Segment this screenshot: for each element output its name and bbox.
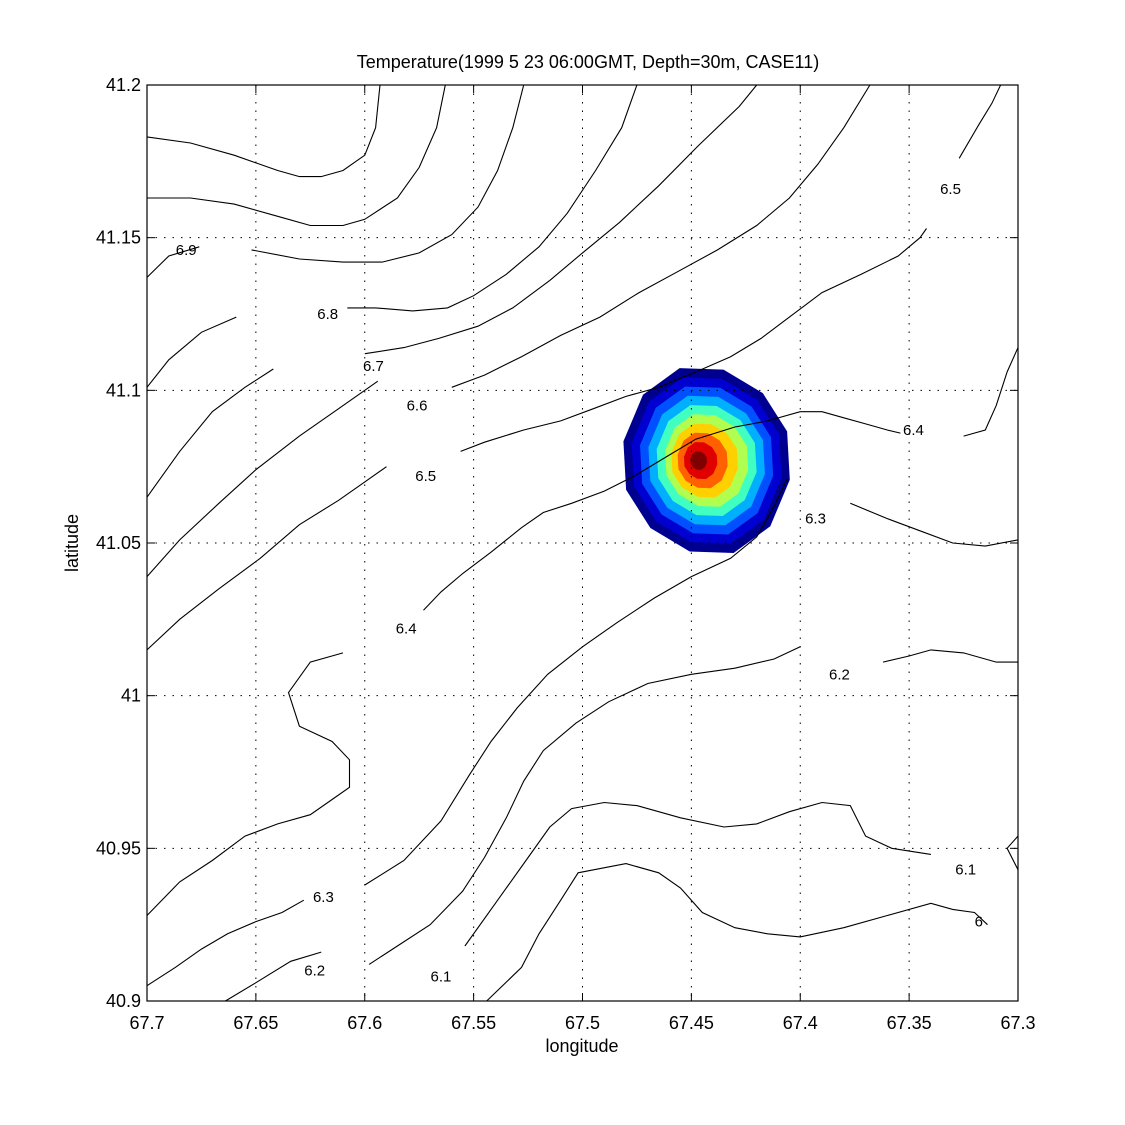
contour-line: [1006, 835, 1019, 870]
y-tick-label: 41.05: [96, 533, 141, 553]
contour-label: 6.5: [940, 181, 961, 198]
contour-line: [146, 466, 387, 651]
x-tick-label: 67.3: [1000, 1013, 1035, 1033]
contour-label: 6.9: [176, 242, 197, 259]
x-axis-label: longitude: [545, 1036, 618, 1056]
contour-line: [423, 411, 901, 611]
x-tick-label: 67.55: [451, 1013, 496, 1033]
contour-line: [464, 801, 931, 947]
contour-label: 6.5: [415, 468, 436, 485]
contour-line: [850, 502, 1019, 547]
contour-line: [251, 84, 525, 263]
contour-label: 6.6: [407, 398, 428, 415]
contour-line: [225, 951, 322, 1002]
x-tick-label: 67.5: [565, 1013, 600, 1033]
x-tick-label: 67.7: [129, 1013, 164, 1033]
contour-label: 6.4: [396, 620, 417, 637]
contour-label: 6.7: [363, 358, 384, 375]
grid: [147, 85, 1018, 1001]
contour-lines: [146, 84, 1019, 1002]
contour-line: [486, 863, 988, 1002]
contour-label: 6.2: [304, 962, 325, 979]
contour-labels: 6.9 6.8 6.7 6.6 6.5 6.5 6.4 6.4 6.3 6.3 6.2 6.2 6.1 6…: [176, 181, 983, 986]
contour-label: 6.3: [313, 889, 334, 906]
contour-line: [460, 228, 927, 452]
x-tick-label: 67.35: [887, 1013, 932, 1033]
contour-line: [958, 84, 1002, 159]
y-axis-ticks: 40.9 40.95 41 41.05 41.1 41.15 41.2: [96, 75, 1018, 1011]
x-axis-ticks: 67.7 67.65 67.6 67.55 67.5 67.45 67.4 67.35 67.3: [129, 85, 1036, 1033]
contour-line: [364, 478, 788, 886]
x-tick-label: 67.65: [233, 1013, 278, 1033]
y-tick-label: 40.95: [96, 838, 141, 858]
contour-line: [146, 368, 274, 498]
contour-label: 6.1: [431, 969, 452, 986]
contour-line: [146, 84, 381, 178]
contour-line: [364, 84, 758, 355]
y-axis-label: latitude: [62, 514, 82, 572]
x-tick-label: 67.4: [783, 1013, 818, 1033]
contour-line: [882, 649, 1018, 663]
contour-label: 6: [975, 914, 983, 931]
x-tick-label: 67.6: [347, 1013, 382, 1033]
y-tick-label: 40.9: [106, 991, 141, 1011]
contour-label: 6.4: [903, 422, 924, 439]
contour-line: [146, 899, 305, 987]
contour-line: [451, 84, 871, 388]
contour-label: 6.3: [805, 511, 826, 528]
contour-label: 6.2: [829, 666, 850, 683]
contour-label: 6.8: [317, 306, 338, 323]
anomaly-fill-level: [690, 451, 707, 470]
y-tick-label: 41.2: [106, 75, 141, 95]
contour-line: [368, 646, 801, 965]
contour-line: [963, 347, 1019, 437]
contour-label: 6.1: [955, 862, 976, 879]
temperature-anomaly-fill: [623, 368, 790, 553]
y-tick-label: 41.15: [96, 228, 141, 248]
contour-line: [146, 246, 200, 278]
contour-line: [146, 316, 237, 388]
contour-line: [147, 84, 446, 227]
x-tick-label: 67.45: [669, 1013, 714, 1033]
y-tick-label: 41.1: [106, 380, 141, 400]
contour-line: [347, 84, 638, 312]
y-tick-label: 41: [121, 686, 141, 706]
chart-title: Temperature(1999 5 23 06:00GMT, Depth=30…: [357, 52, 819, 72]
contour-line: [146, 380, 379, 577]
contour-line: [146, 652, 351, 916]
